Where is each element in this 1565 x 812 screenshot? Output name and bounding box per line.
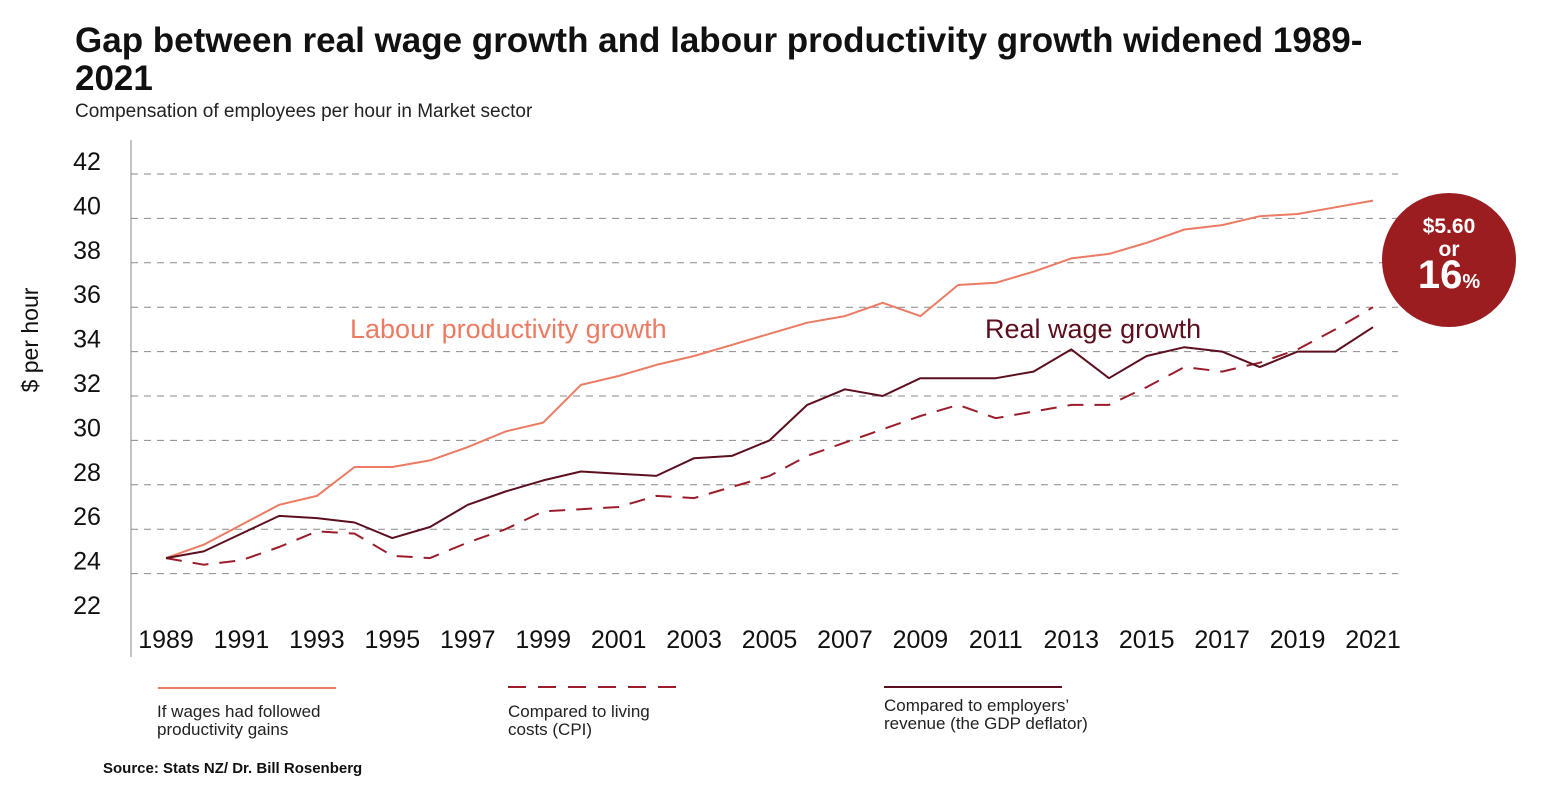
x-tick-2015: 2015 [1119, 626, 1175, 654]
annotation-real-wage: Real wage growth [985, 314, 1201, 344]
x-tick-labels: 1989 1991 1993 1995 1997 1999 2001 2003 2005 2007… [138, 626, 1401, 654]
series-lines [165, 199, 1374, 566]
gridlines [131, 173, 1398, 575]
x-tick-2009: 2009 [893, 626, 949, 654]
y-tick-38: 38 [73, 237, 101, 265]
series-productivity [165, 199, 1374, 560]
chart-title: Gap between real wage growth and labour … [75, 21, 1363, 98]
badge-amount: $5.60 [1422, 215, 1476, 238]
chart-subtitle: Compensation of employees per hour in Ma… [75, 101, 533, 122]
y-tick-40: 40 [73, 192, 101, 220]
x-tick-2013: 2013 [1043, 626, 1099, 654]
badge-number: 16 [1417, 253, 1463, 297]
y-tick-24: 24 [73, 548, 101, 576]
x-tick-2007: 2007 [817, 626, 873, 654]
source-note: Source: Stats NZ/ Dr. Bill Rosenberg [103, 760, 363, 777]
badge-or: or [1438, 238, 1460, 261]
y-axis-label: $ per hour [17, 287, 43, 392]
x-tick-1989: 1989 [138, 626, 194, 654]
series-gdp [165, 326, 1374, 560]
y-tick-22: 22 [73, 592, 101, 620]
annotation-productivity: Labour productivity growth [350, 314, 667, 344]
x-tick-2001: 2001 [591, 626, 647, 654]
x-tick-1991: 1991 [214, 626, 270, 654]
x-tick-1993: 1993 [289, 626, 345, 654]
x-tick-2019: 2019 [1270, 626, 1326, 654]
y-tick-labels: 22 24 26 28 30 32 34 36 38 40 42 [73, 148, 101, 620]
y-tick-32: 32 [73, 370, 101, 398]
y-tick-30: 30 [73, 414, 101, 442]
y-tick-26: 26 [73, 503, 101, 531]
x-tick-1997: 1997 [440, 626, 496, 654]
legend-swatches [158, 686, 1062, 689]
legend-label-cpi: Compared to living costs (CPI) [508, 702, 650, 739]
x-tick-1995: 1995 [365, 626, 421, 654]
x-tick-2017: 2017 [1194, 626, 1250, 654]
series-cpi [165, 306, 1374, 566]
x-tick-1999: 1999 [515, 626, 571, 654]
x-tick-2021: 2021 [1345, 626, 1401, 654]
y-tick-28: 28 [73, 459, 101, 487]
x-tick-2005: 2005 [742, 626, 798, 654]
legend-label-productivity: If wages had followed productivity gains [157, 702, 321, 739]
x-tick-2003: 2003 [666, 626, 722, 654]
gap-badge: $5.60 or 16% [1382, 193, 1516, 327]
badge-percent-sign: % [1462, 271, 1481, 293]
y-tick-42: 42 [73, 148, 101, 176]
y-tick-36: 36 [73, 281, 101, 309]
x-tick-2011: 2011 [969, 626, 1023, 654]
badge-percent-value: 16% [1382, 253, 1516, 298]
y-tick-34: 34 [73, 326, 101, 354]
legend-label-gdp: Compared to employers’ revenue (the GDP … [884, 696, 1088, 733]
